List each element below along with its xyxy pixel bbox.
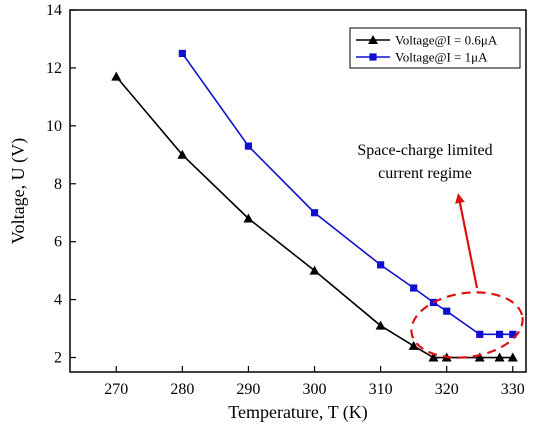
series-1	[111, 71, 518, 362]
annotation-line-2: current regime	[378, 165, 472, 182]
y-tick-label: 10	[46, 118, 62, 135]
series-line	[181, 52, 513, 336]
plot-frame	[69, 9, 527, 373]
x-tick-label: 330	[501, 381, 525, 398]
data-point	[368, 35, 378, 44]
data-point	[375, 320, 386, 330]
data-point	[507, 352, 518, 362]
annotation-arrow	[455, 193, 479, 289]
y-tick-label: 8	[54, 176, 62, 193]
y-tick-label: 2	[54, 350, 62, 367]
y-tick-label: 4	[54, 292, 62, 309]
x-tick-label: 280	[170, 381, 194, 398]
data-point	[178, 49, 186, 58]
data-point	[494, 352, 505, 362]
y-tick-label: 14	[46, 2, 62, 19]
data-point	[410, 284, 418, 292]
data-point	[474, 352, 485, 362]
series-2	[178, 49, 517, 338]
data-point	[408, 340, 419, 350]
x-axis-label: Temperature, T (K)	[228, 402, 368, 423]
x-tick-label: 310	[369, 381, 393, 398]
x-tick-label: 270	[104, 381, 128, 398]
legend-label: Voltage@I = 0.6μA	[395, 33, 498, 48]
y-tick-label: 12	[46, 60, 62, 77]
x-tick-label: 290	[236, 381, 260, 398]
data-point	[309, 265, 320, 275]
series-layer	[111, 49, 518, 362]
legend-box	[349, 27, 521, 69]
data-point	[495, 330, 504, 338]
highlight-ellipse	[410, 291, 524, 359]
data-point	[509, 330, 517, 338]
x-tick-label: 300	[303, 381, 327, 398]
legend-label: Voltage@I = 1μA	[395, 50, 488, 65]
data-point	[244, 142, 253, 150]
annotation-line-1: Space-charge limited	[357, 142, 492, 159]
data-point	[443, 307, 451, 315]
data-point	[476, 330, 484, 338]
data-point	[377, 261, 385, 269]
data-point	[428, 352, 439, 362]
data-point	[243, 213, 254, 223]
data-point	[111, 71, 122, 81]
y-tick-label: 6	[54, 234, 62, 251]
data-point	[177, 149, 188, 159]
data-point	[369, 53, 377, 61]
x-tick-label: 320	[435, 381, 459, 398]
data-point	[310, 209, 319, 217]
annotation: Space-charge limited current regime	[357, 142, 524, 359]
y-axis-label: Voltage, U (V)	[8, 138, 29, 244]
axes-layer: 270 280 290 300 310 320 330 2 4 6 8 10 12 14	[46, 2, 525, 398]
legend: Voltage@I = 0.6μA Voltage@I = 1μA	[349, 27, 521, 69]
